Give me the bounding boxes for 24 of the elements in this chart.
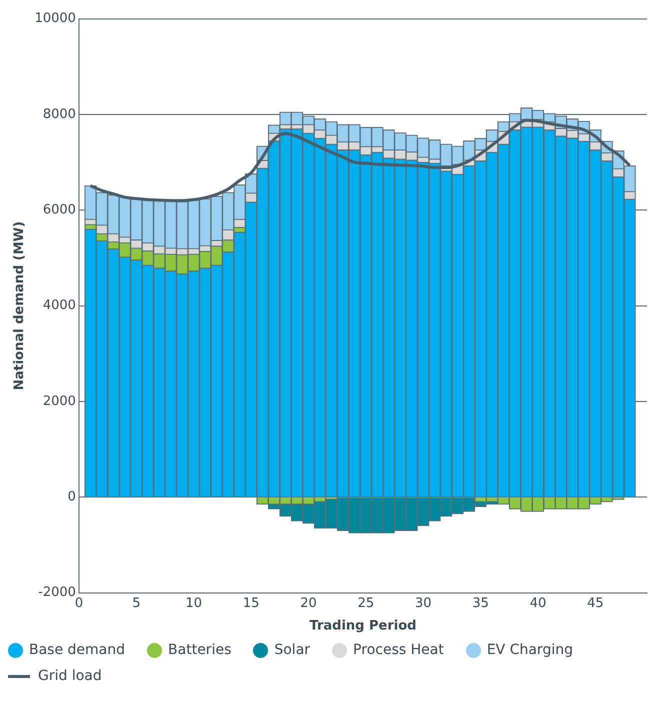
x-tick-label: 45 (587, 596, 604, 611)
y-tick-label: 0 (68, 490, 76, 505)
y-tick-label: 6000 (42, 202, 76, 218)
y-axis-title: National demand (MW) (12, 221, 28, 390)
legend-label: Base demand (29, 642, 126, 658)
x-tick-label: 25 (358, 596, 374, 611)
legend-label: Batteries (168, 642, 232, 658)
legend-label: EV Charging (486, 642, 573, 658)
legend-label: Solar (274, 642, 310, 658)
y-tick-label: 10000 (34, 11, 76, 26)
y-tick-label: -2000 (38, 585, 76, 600)
x-tick-label: 30 (414, 596, 432, 611)
x-tick-label: 5 (132, 596, 140, 611)
x-tick-label: 15 (242, 596, 260, 611)
x-tick-label: 35 (472, 596, 489, 611)
legend-label: Process Heat (353, 642, 444, 658)
legend-label: Grid load (38, 668, 102, 684)
y-tick-label: 2000 (42, 394, 76, 409)
x-tick-label: 20 (300, 596, 317, 611)
x-tick-label: 40 (530, 596, 546, 611)
y-tick-label: 4000 (42, 298, 76, 314)
y-tick-label: 8000 (42, 106, 76, 122)
x-axis-title: Trading Period (310, 618, 416, 634)
x-tick-label: 10 (185, 596, 202, 611)
